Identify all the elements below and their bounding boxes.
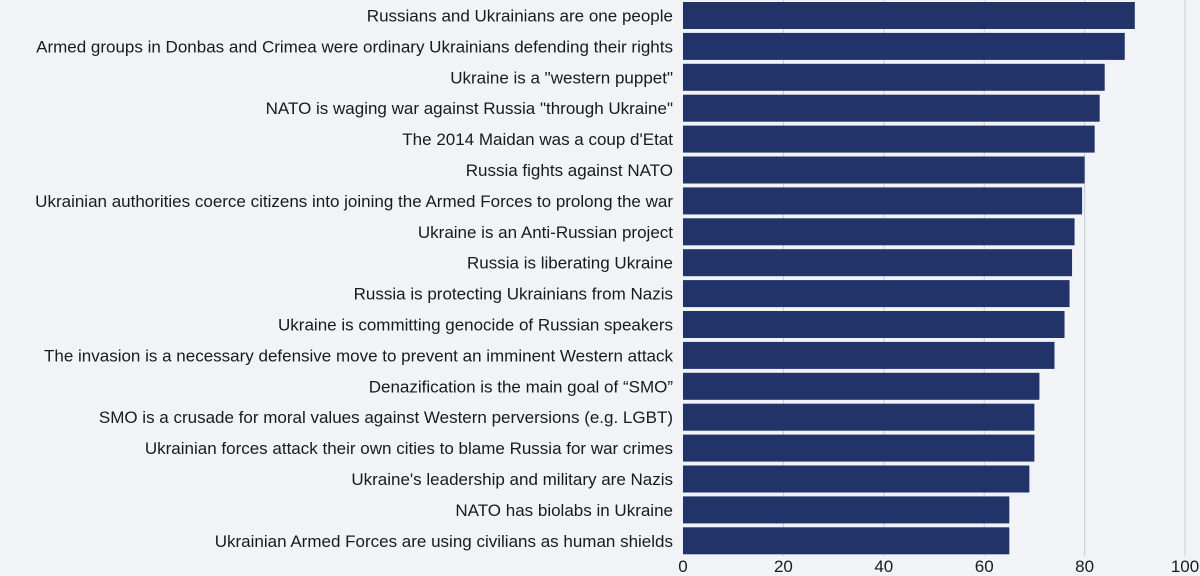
bar xyxy=(683,341,1055,369)
grid-lines xyxy=(782,0,1186,556)
bar xyxy=(683,94,1100,122)
category-label: Ukrainian Armed Forces are using civilia… xyxy=(215,532,673,551)
category-label: Ukraine is an Anti-Russian project xyxy=(418,223,673,242)
bar xyxy=(683,249,1073,277)
bar xyxy=(683,280,1070,308)
category-label: Denazification is the main goal of “SMO” xyxy=(369,377,674,396)
bar xyxy=(683,372,1040,400)
category-label: Ukraine is committing genocide of Russia… xyxy=(278,316,673,335)
bars xyxy=(683,2,1135,555)
category-label: The invasion is a necessary defensive mo… xyxy=(44,346,673,365)
category-label: SMO is a crusade for moral values agains… xyxy=(99,408,673,427)
bar xyxy=(683,496,1010,524)
bar xyxy=(683,527,1010,555)
x-tick-label: 80 xyxy=(1075,557,1094,576)
bar xyxy=(683,218,1075,246)
bar xyxy=(683,32,1125,60)
x-tick-label: 100 xyxy=(1171,557,1199,576)
bar xyxy=(683,434,1035,462)
category-label: NATO is waging war against Russia "throu… xyxy=(266,99,673,118)
bar xyxy=(683,311,1065,338)
x-tick-label: 60 xyxy=(975,557,994,576)
bar xyxy=(683,465,1030,493)
category-label: Ukraine's leadership and military are Na… xyxy=(351,470,673,489)
category-label: Armed groups in Donbas and Crimea were o… xyxy=(36,37,673,56)
category-label: Russia is liberating Ukraine xyxy=(467,254,673,273)
bar xyxy=(683,2,1135,29)
category-labels: Russians and Ukrainians are one people Ar… xyxy=(35,7,673,551)
category-label: The 2014 Maidan was a coup d'Etat xyxy=(402,130,673,149)
category-label: Ukrainian forces attack their own cities… xyxy=(145,439,673,458)
category-label: Russia is protecting Ukrainians from Naz… xyxy=(354,285,673,304)
x-axis-ticks: 0 20 40 60 80 100 xyxy=(678,557,1199,576)
x-tick-label: 40 xyxy=(874,557,893,576)
bar xyxy=(683,403,1035,431)
bar xyxy=(683,187,1083,215)
bar xyxy=(683,156,1085,184)
bar xyxy=(683,125,1095,153)
bar xyxy=(683,63,1105,91)
category-label: NATO has biolabs in Ukraine xyxy=(455,501,673,520)
category-label: Russians and Ukrainians are one people xyxy=(367,7,673,26)
category-label: Ukraine is a "western puppet" xyxy=(450,68,673,87)
category-label: Ukrainian authorities coerce citizens in… xyxy=(35,192,673,211)
x-tick-label: 20 xyxy=(774,557,793,576)
category-label: Russia fights against NATO xyxy=(466,161,673,180)
x-tick-label: 0 xyxy=(678,557,687,576)
